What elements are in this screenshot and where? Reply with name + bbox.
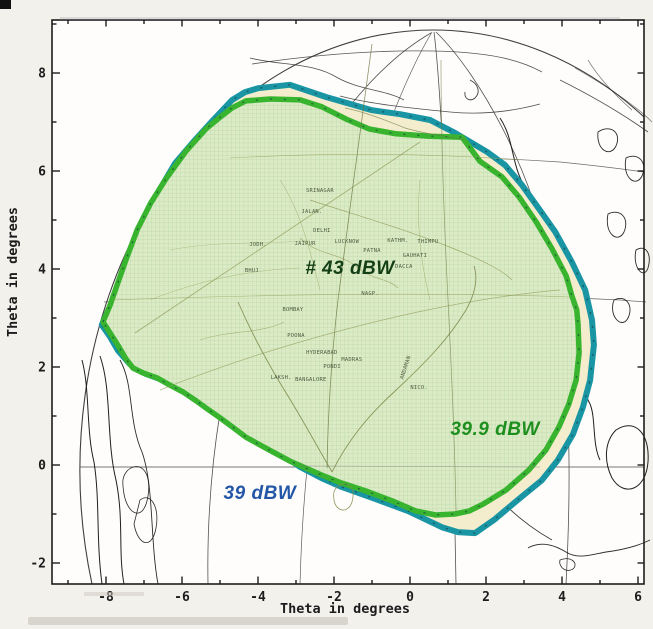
city-label: THIMPU (417, 239, 438, 245)
map-line (624, 155, 645, 182)
scan-artifact-smudge-2 (84, 592, 144, 596)
city-label: PATNA (363, 248, 381, 254)
city-label: PONDI (323, 364, 340, 370)
city-label: DELHI (313, 228, 330, 234)
map-line (464, 79, 479, 101)
city-label: NAGP. (361, 291, 378, 297)
y-tick-label: 2 (38, 361, 46, 376)
x-tick-label: 0 (406, 590, 414, 605)
x-tick-label: 4 (558, 590, 566, 605)
city-label: SRINAGAR (306, 188, 334, 194)
city-label: POONA (287, 333, 305, 339)
contour-inner-39.9dBW (100, 96, 582, 518)
map-interior-line (440, 59, 457, 513)
city-label: JAIPUR (295, 241, 316, 247)
map-interior-line (279, 179, 321, 291)
map-line (606, 211, 627, 238)
map-interior-line (237, 301, 333, 473)
city-label: HYDERABAD (306, 350, 337, 356)
scan-artifact-corner (0, 0, 11, 9)
map-line (81, 359, 103, 585)
map-interior-line (134, 141, 421, 334)
map-interior-lines (111, 43, 571, 513)
x-axis-title: Theta in degrees (280, 601, 410, 617)
map-line (597, 128, 618, 153)
contour-value-labels: # 43 dBW 39.9 dBW 39 dBW (224, 258, 541, 504)
y-axis-title: Theta in degrees (5, 207, 21, 337)
contour-value-label: 39 dBW (224, 483, 298, 504)
city-label: JALAN. (301, 209, 322, 215)
map-interior-line (309, 199, 513, 281)
contour-value-label: 39.9 dBW (450, 419, 541, 440)
map-line (606, 425, 649, 490)
map-line (251, 50, 543, 73)
scan-artifact-topline (60, 17, 620, 20)
contour-value-label: # 43 dBW (305, 258, 396, 279)
map-line (527, 539, 651, 557)
map-interior-line (169, 239, 311, 251)
map-line (612, 298, 631, 323)
y-tick-label: -2 (30, 557, 46, 572)
map-interior-line (111, 293, 571, 301)
map-line (122, 466, 150, 514)
map-interior-line (229, 154, 521, 161)
city-label: DACCA (395, 264, 413, 270)
map-interior-line (331, 265, 477, 473)
map-interior-line (333, 483, 354, 511)
map-interior-line (199, 321, 285, 341)
map-interior-line (344, 107, 466, 141)
city-label: BHUJ (245, 268, 259, 274)
map-line (119, 359, 159, 585)
map-line (339, 95, 541, 114)
map-line (133, 497, 158, 543)
city-label: KATHM. (387, 238, 408, 244)
city-label: BANGALORE (295, 377, 326, 383)
y-tick-label: 6 (38, 165, 46, 180)
x-tick-label: -6 (174, 590, 190, 605)
x-tick-label: -2 (326, 590, 342, 605)
map-line (559, 79, 649, 133)
scan-artifact-smudge (28, 617, 348, 625)
map-interior-line (299, 465, 541, 468)
map-interior-line (418, 179, 431, 301)
city-label: LAKSH. (271, 375, 292, 381)
city-label: JODH. (249, 242, 266, 248)
y-tick-label: 4 (38, 263, 46, 278)
eirp-contours (98, 81, 597, 537)
x-tick-label: 6 (634, 590, 642, 605)
map-line (574, 67, 653, 123)
map-line (559, 558, 576, 571)
map-line (587, 59, 633, 111)
map-interior-line (326, 43, 373, 469)
city-label: MADRAS (341, 357, 362, 363)
map-interior-line (149, 267, 301, 301)
y-tick-label: 0 (38, 459, 46, 474)
map-interior-line (159, 289, 561, 391)
city-label: GAUHATI (403, 253, 427, 259)
city-label: NICO. (410, 385, 427, 391)
map-line (99, 355, 125, 585)
map-interior-line (299, 237, 399, 289)
x-tick-label: 2 (482, 590, 490, 605)
city-label: LUCKNOW (335, 239, 360, 245)
map-line (249, 57, 405, 101)
x-tick-label: -4 (250, 590, 266, 605)
city-label: BOMBAY (282, 307, 303, 313)
plot-frame (51, 19, 645, 585)
y-tick-label: 8 (38, 67, 46, 82)
